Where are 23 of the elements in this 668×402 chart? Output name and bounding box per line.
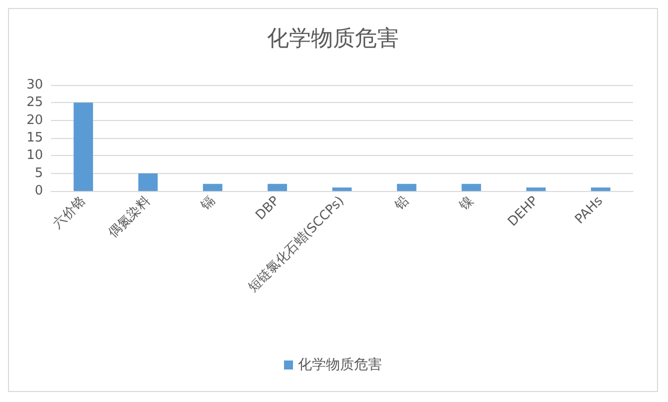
x-tick-label: 铅 — [391, 194, 412, 214]
bar — [396, 184, 416, 191]
chart-title: 化学物质危害 — [267, 26, 399, 52]
bar — [332, 187, 352, 191]
bar — [202, 184, 222, 191]
bar — [74, 102, 94, 191]
bar — [138, 173, 158, 191]
x-tick-label: 镉 — [197, 194, 218, 214]
y-tick-label: 0 — [34, 184, 43, 198]
y-tick-label: 25 — [26, 95, 43, 110]
y-tick-label: 15 — [26, 130, 43, 146]
y-tick-label: 5 — [34, 166, 43, 181]
bar — [590, 187, 610, 191]
y-tick-label: 20 — [26, 112, 43, 128]
legend-label: 化学物质危害 — [298, 357, 382, 373]
x-tick-label: 镍 — [456, 194, 477, 214]
y-tick-label: 30 — [26, 78, 43, 92]
bar — [462, 184, 482, 191]
y-tick-label: 10 — [26, 148, 43, 164]
x-tick-label: 偶氮染料 — [106, 194, 154, 242]
bar — [526, 187, 546, 191]
bar — [268, 184, 288, 191]
x-tick-label: 六价铬 — [50, 194, 89, 232]
